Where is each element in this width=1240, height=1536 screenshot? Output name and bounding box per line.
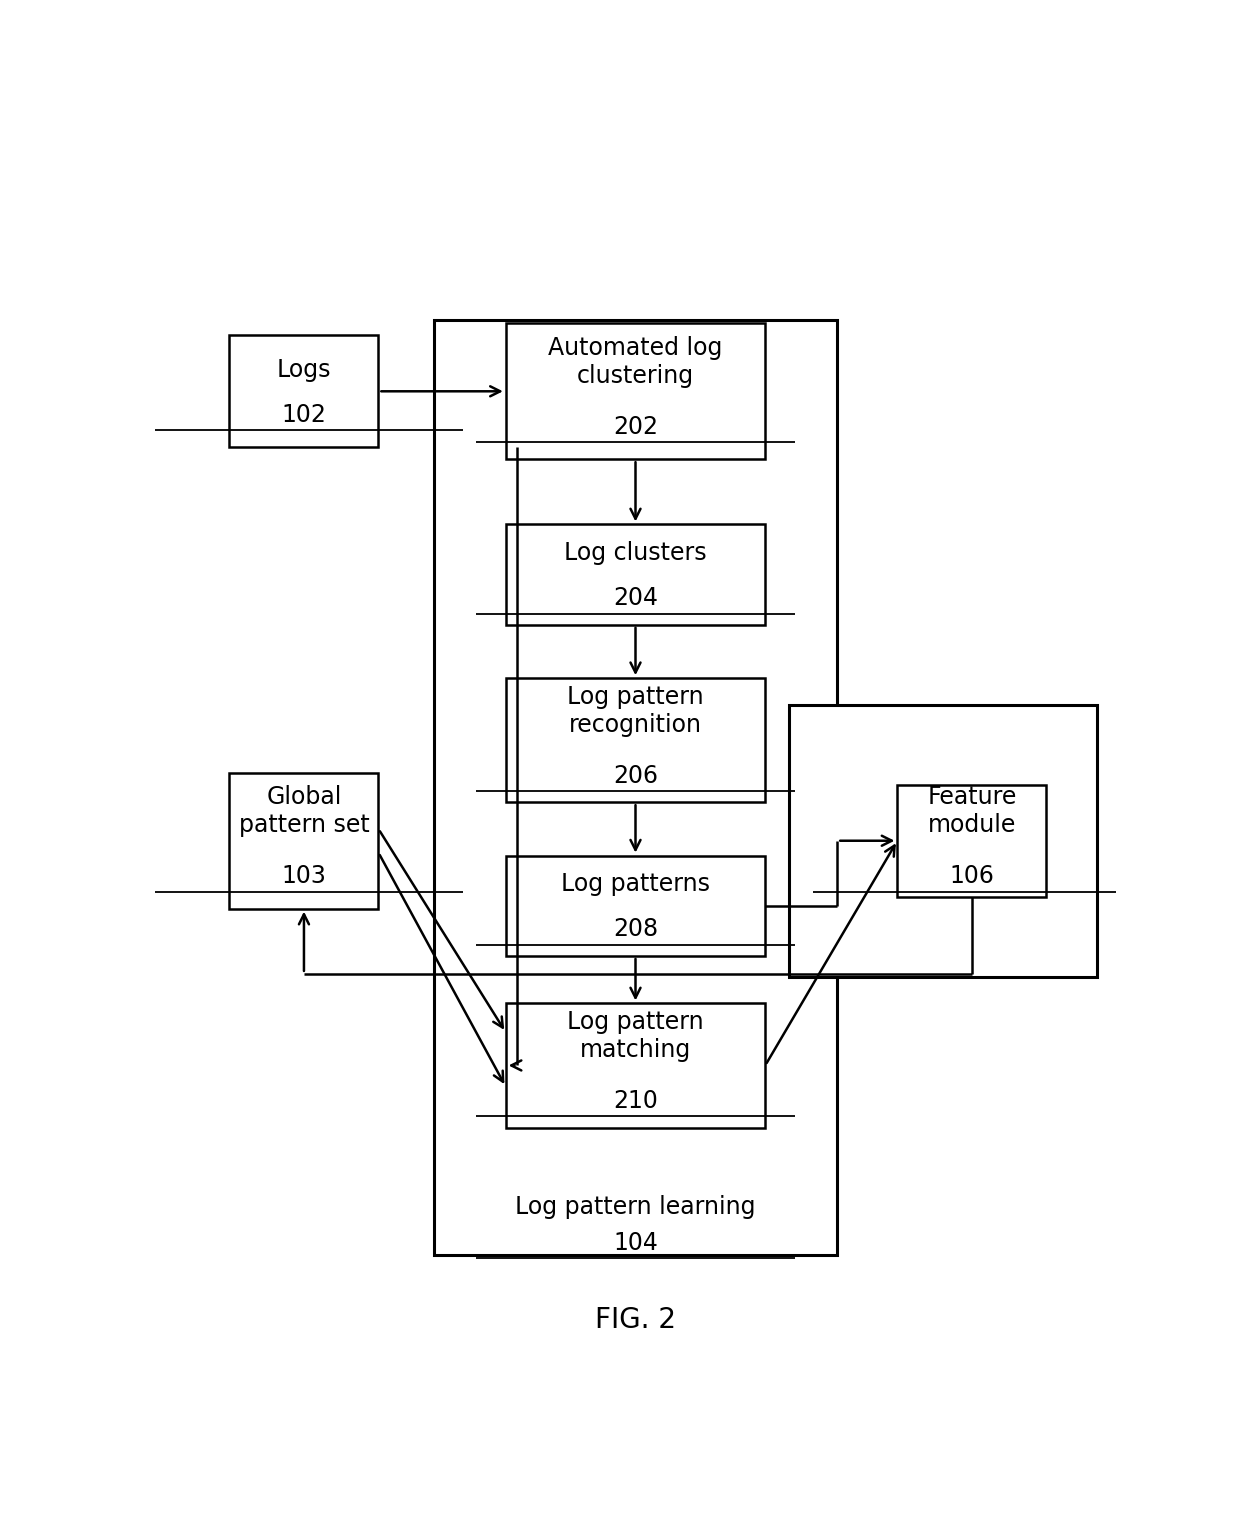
Text: Log pattern
matching: Log pattern matching [567, 1011, 704, 1061]
Text: FIG. 2: FIG. 2 [595, 1306, 676, 1333]
Bar [898, 785, 1047, 897]
Bar [229, 773, 378, 909]
Bar [506, 677, 765, 802]
Bar [789, 705, 1096, 977]
Text: Automated log
clustering: Automated log clustering [548, 336, 723, 387]
Text: 202: 202 [613, 415, 658, 439]
Text: Global
pattern set: Global pattern set [238, 785, 370, 837]
Text: Logs: Logs [277, 358, 331, 382]
Text: 106: 106 [950, 865, 994, 888]
Text: 204: 204 [613, 587, 658, 610]
Bar [229, 335, 378, 447]
Bar [434, 321, 837, 1255]
Text: 208: 208 [613, 917, 658, 942]
Text: Feature
module: Feature module [928, 785, 1017, 837]
Text: 102: 102 [281, 402, 326, 427]
Text: Log pattern learning: Log pattern learning [516, 1195, 755, 1220]
Text: Log clusters: Log clusters [564, 541, 707, 565]
Text: 104: 104 [613, 1230, 658, 1255]
Text: Log pattern
recognition: Log pattern recognition [567, 685, 704, 737]
Bar [506, 856, 765, 955]
Bar [506, 323, 765, 459]
Text: 206: 206 [613, 763, 658, 788]
Bar [506, 524, 765, 625]
Text: 103: 103 [281, 865, 326, 888]
Text: 210: 210 [613, 1089, 658, 1114]
Bar [506, 1003, 765, 1127]
Text: Log patterns: Log patterns [560, 872, 711, 897]
